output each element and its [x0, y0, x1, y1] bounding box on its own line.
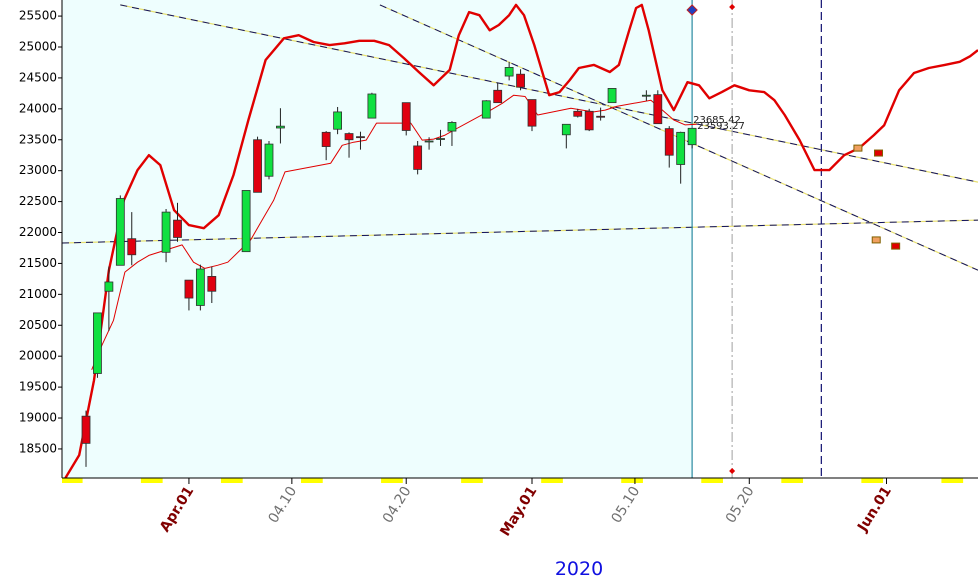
trend-line	[62, 219, 978, 244]
price-annotation: 23593.27	[697, 121, 745, 132]
y-tick-label: 18500	[19, 441, 57, 455]
candle-body	[664, 128, 674, 156]
weekend-marker	[461, 478, 483, 483]
candle-body	[276, 125, 285, 129]
weekend-marker	[621, 478, 643, 483]
vertical-line-marker	[729, 4, 736, 10]
candle-body	[516, 73, 525, 88]
y-tick-label: 24000	[19, 101, 57, 115]
candle-body	[413, 145, 423, 170]
y-tick-label: 22500	[19, 194, 57, 208]
y-tick-label: 22000	[19, 225, 57, 239]
vertical-line-marker	[729, 468, 736, 474]
projection-marker	[891, 242, 901, 250]
weekend-marker	[541, 478, 563, 483]
y-tick-label: 23500	[19, 132, 57, 146]
candle-body	[207, 276, 217, 292]
projection-marker	[853, 144, 863, 152]
history-region	[62, 0, 693, 478]
candle-body	[344, 133, 354, 141]
y-tick-label: 19500	[19, 380, 57, 394]
candle-body	[264, 143, 274, 177]
y-tick-label: 21000	[19, 287, 57, 301]
candle-body	[641, 94, 651, 97]
weekend-marker	[701, 478, 723, 483]
candle-body	[561, 123, 571, 136]
candle-body	[436, 138, 445, 140]
y-tick-label: 25000	[19, 39, 57, 53]
weekend-marker	[381, 478, 403, 483]
candle-body	[241, 190, 251, 253]
candle-body	[127, 238, 137, 256]
y-tick-label: 24500	[19, 70, 57, 84]
candle-body	[161, 211, 171, 253]
weekend-marker	[220, 478, 243, 483]
candle-body	[596, 115, 606, 118]
candle-body	[173, 219, 182, 238]
candle-body	[93, 312, 102, 374]
weekend-marker	[941, 478, 964, 483]
candle-body	[356, 136, 365, 139]
candle-body	[607, 88, 617, 104]
candle-body	[367, 93, 377, 119]
y-tick-label: 25500	[19, 9, 57, 23]
x-axis-label: 2020	[555, 558, 603, 580]
candle-body	[81, 415, 91, 444]
candle-body	[527, 99, 537, 127]
candle-body	[481, 100, 491, 119]
projection-marker	[871, 236, 881, 244]
weekend-marker	[781, 478, 804, 483]
candle-body	[195, 268, 205, 306]
candle-body	[653, 94, 663, 125]
candle-body	[584, 110, 594, 131]
weekend-marker	[62, 478, 83, 483]
candle-body	[333, 111, 343, 130]
candle-body	[184, 279, 194, 299]
candle-body	[687, 127, 697, 146]
indicator-line	[64, 3, 978, 478]
weekend-marker	[861, 478, 884, 483]
y-tick-label: 20500	[19, 318, 57, 332]
vertical-line-marker	[686, 4, 698, 16]
y-tick-label: 23000	[19, 163, 57, 177]
candle-body	[676, 131, 686, 165]
weekend-marker	[301, 478, 323, 483]
price-annotation: 23685.42	[693, 115, 741, 126]
candle-body	[104, 281, 114, 292]
indicator-line	[91, 94, 697, 370]
y-tick-label: 21500	[19, 256, 57, 270]
candle-body	[573, 110, 583, 117]
candle-body	[447, 122, 457, 132]
candle-body	[321, 131, 331, 147]
projection-marker	[874, 149, 884, 157]
candle-body	[504, 67, 514, 77]
y-tick-label: 20000	[19, 349, 57, 363]
y-tick-label: 19000	[19, 411, 57, 425]
candle-body	[493, 89, 503, 104]
candle-body	[424, 140, 434, 143]
candle-body	[253, 139, 262, 193]
candle-body	[401, 102, 411, 131]
weekend-marker	[140, 478, 163, 483]
candle-body	[115, 198, 125, 266]
plot-area	[62, 0, 978, 478]
